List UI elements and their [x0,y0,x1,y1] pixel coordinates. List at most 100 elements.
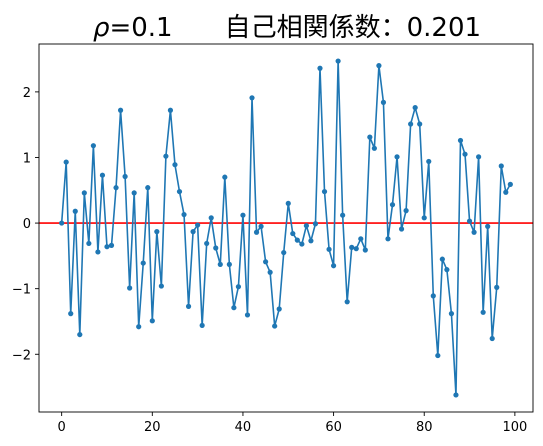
data-point [466,218,473,224]
y-tick-label: 1 [23,151,31,166]
y-tick-label: 0 [23,217,31,232]
data-point [362,247,368,253]
data-point [267,269,273,275]
data-point [335,58,341,64]
data-point [480,309,486,315]
data-point [485,223,491,229]
data-point [226,261,232,268]
data-point [430,293,436,299]
data-point [176,188,183,195]
data-point [249,95,255,101]
data-point [276,306,282,312]
data-point [99,172,106,178]
data-point [453,392,459,398]
y-tick-label: −2 [12,348,31,363]
data-point [294,237,300,243]
data-point [72,208,78,214]
data-point [235,284,242,290]
data-point [149,318,155,324]
data-point [417,121,423,127]
data-point [330,263,337,269]
data-point [95,249,101,255]
data-point [457,137,464,144]
data-point [90,143,96,149]
data-point [507,181,513,187]
chart-title-rest: =0.1 自己相関係数：0.201 [109,13,481,43]
data-point [380,99,387,105]
data-point [163,153,169,159]
data-point [185,303,192,309]
data-point [412,105,418,111]
y-tick-label: 2 [23,86,31,101]
data-point [195,222,201,228]
data-point [394,154,400,160]
data-point [158,283,164,289]
data-point [181,211,187,218]
data-point [122,173,128,180]
data-point [281,249,287,256]
data-point [426,158,432,165]
data-point [398,226,405,232]
data-point [68,311,74,317]
chart-title: ρ=0.1 自己相関係数：0.201 [93,13,481,43]
data-point [489,335,495,342]
x-tick-label: 80 [416,420,433,435]
x-tick-label: 0 [58,420,66,435]
data-point [349,244,355,250]
data-point [190,229,196,235]
data-point [403,208,409,214]
chart-title-rho: ρ [93,13,110,43]
data-point [167,107,174,113]
data-point [448,311,455,317]
data-point [340,212,346,218]
data-point [104,244,110,250]
data-point [145,185,151,191]
data-point [127,285,133,291]
data-point [308,238,314,244]
axes: 0 20 40 60 80 100 −2 −1 0 1 2 [12,43,534,435]
data-point [303,223,309,229]
data-point [494,284,500,290]
plot-area [39,58,533,398]
data-point [326,246,332,252]
data-point [213,245,219,251]
data-point [476,154,482,160]
data-point [263,259,269,265]
data-point [258,223,264,229]
x-tick-label: 100 [502,420,527,435]
data-point [272,323,278,329]
x-tick-label: 20 [144,420,161,435]
data-point [503,189,509,195]
data-point [498,163,504,169]
data-point [408,121,414,127]
plot-content [39,58,533,398]
series-line [60,60,512,396]
data-point [353,246,359,252]
data-point [421,215,427,221]
x-tick-label: 60 [325,420,342,435]
data-point [439,256,445,262]
data-point [77,331,83,338]
data-point [222,174,228,180]
data-point [371,145,377,151]
data-point [231,305,237,311]
data-point [253,229,260,235]
plot-frame [38,43,534,413]
data-point [108,242,115,248]
data-point [59,220,65,226]
data-point [113,185,119,191]
data-point [290,230,296,237]
data-point [285,200,291,207]
data-point [86,240,92,247]
data-point [81,190,87,196]
data-point [217,261,223,268]
x-tick-label: 40 [235,420,252,435]
data-point [376,63,382,69]
data-point [462,151,468,157]
data-point [358,236,364,242]
data-point [471,229,477,235]
data-point [312,221,319,227]
data-point [140,260,146,266]
data-point [244,312,251,318]
